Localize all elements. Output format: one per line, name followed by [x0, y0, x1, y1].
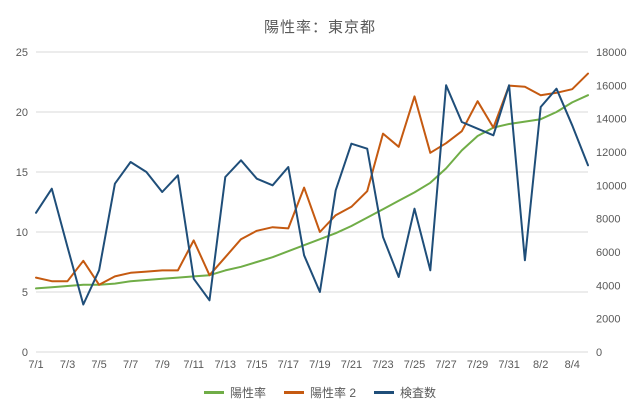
legend-item: 陽性率 [203, 384, 266, 401]
x-axis-tick-label: 7/17 [278, 359, 299, 371]
right-axis-tick-label: 8000 [596, 214, 620, 226]
right-axis-tick-label: 4000 [596, 280, 620, 292]
right-axis-tick-label: 10000 [596, 180, 627, 192]
legend-item: 検査数 [374, 384, 436, 401]
left-axis-tick-label: 0 [22, 347, 28, 359]
right-axis-tick-label: 6000 [596, 247, 620, 259]
x-axis-tick-label: 7/23 [372, 359, 393, 371]
legend-line-swatch [203, 391, 224, 394]
legend-item: 陽性率 2 [283, 384, 356, 401]
x-axis-tick-label: 8/4 [565, 359, 580, 371]
x-axis-tick-label: 8/2 [533, 359, 548, 371]
x-axis-tick-label: 7/25 [404, 359, 425, 371]
x-axis-tick-label: 7/21 [341, 359, 362, 371]
left-axis-tick-label: 20 [16, 107, 28, 119]
left-axis-tick-label: 15 [16, 167, 28, 179]
x-axis-tick-label: 7/3 [60, 359, 75, 371]
legend-label: 陽性率 [229, 386, 266, 400]
right-axis-tick-label: 16000 [596, 80, 627, 92]
x-axis-tick-label: 7/11 [183, 359, 204, 371]
right-axis-tick-label: 18000 [596, 47, 627, 59]
left-axis-tick-label: 10 [16, 227, 28, 239]
x-axis-tick-label: 7/15 [246, 359, 267, 371]
legend-line-swatch [374, 391, 394, 394]
x-axis-tick-label: 7/13 [215, 359, 236, 371]
x-axis-tick-label: 7/19 [309, 359, 330, 371]
x-axis-tick-label: 7/29 [467, 359, 488, 371]
right-axis-tick-label: 12000 [596, 147, 627, 159]
legend-line-swatch [283, 391, 304, 394]
legend-label: 陽性率 2 [309, 386, 356, 400]
x-axis-tick-label: 7/9 [155, 359, 170, 371]
x-axis-tick-label: 7/7 [123, 359, 138, 371]
series-line-2 [35, 84, 589, 306]
right-axis-tick-label: 14000 [596, 114, 627, 126]
left-axis-tick-label: 5 [22, 287, 28, 299]
x-axis-tick-label: 7/31 [498, 359, 519, 371]
left-axis-tick-label: 25 [16, 47, 28, 59]
legend: 陽性率 陽性率 2 検査数 [0, 384, 640, 401]
legend-label: 検査数 [400, 386, 437, 400]
x-axis-tick-label: 7/5 [91, 359, 106, 371]
x-axis-tick-label: 7/1 [28, 359, 43, 371]
right-axis-tick-label: 2000 [596, 314, 620, 326]
right-axis-tick-label: 0 [596, 347, 602, 359]
series-line-0 [35, 94, 589, 290]
series-line-1 [35, 72, 589, 286]
x-axis-tick-label: 7/27 [435, 359, 456, 371]
chart-title: 陽性率：東京都 [263, 19, 376, 36]
